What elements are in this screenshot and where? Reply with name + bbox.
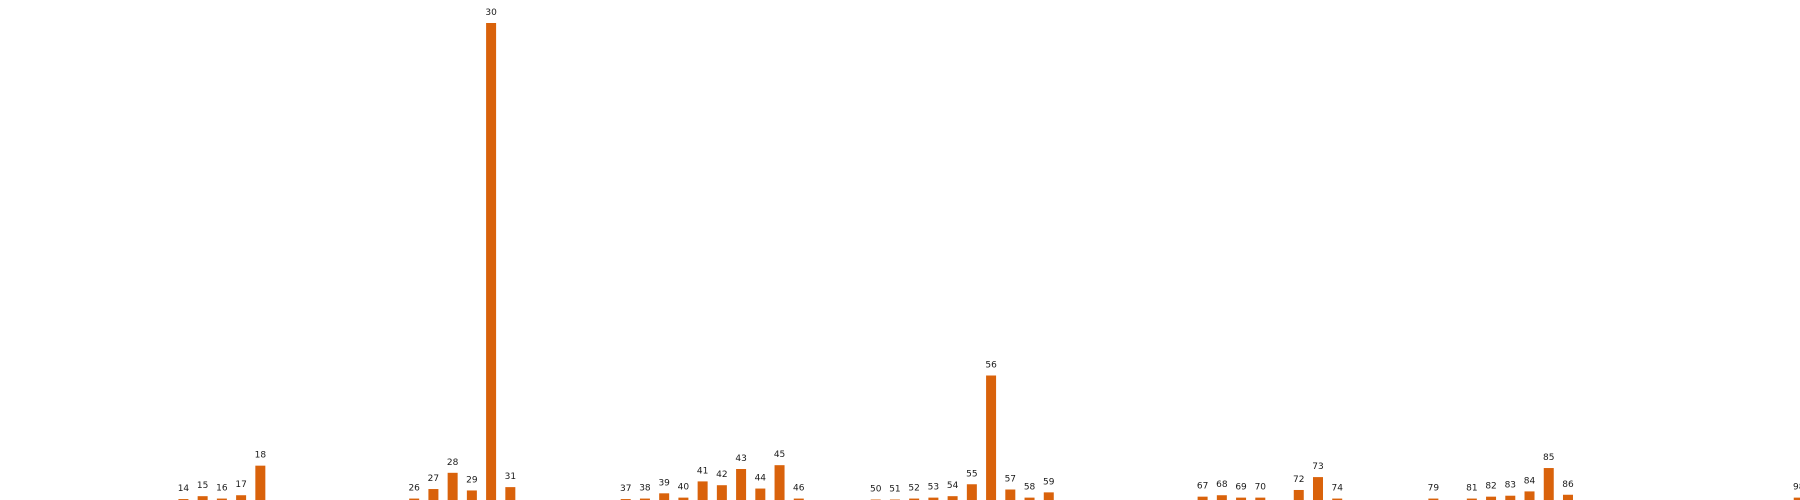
bar-label-54: 54 [947,481,959,491]
bar-label-41: 41 [697,466,708,476]
bar-label-73: 73 [1312,462,1323,472]
bar-label-58: 58 [1024,483,1036,493]
bar-57 [1005,489,1016,500]
bar-83 [1505,495,1516,500]
bar-label-42: 42 [716,470,727,480]
bar-label-57: 57 [1005,475,1016,485]
bar-68 [1216,495,1227,500]
bar-label-51: 51 [889,485,900,495]
bar-17 [236,495,247,500]
bar-label-74: 74 [1331,484,1343,494]
bar-28 [447,472,458,500]
bar-label-38: 38 [639,484,651,494]
bar-label-70: 70 [1255,483,1267,493]
bar-69 [1236,497,1247,500]
bar-label-16: 16 [216,484,228,494]
bar-79 [1428,498,1439,500]
bar-label-45: 45 [774,450,785,460]
bar-54 [947,496,958,500]
bar-42 [716,485,727,500]
bar-label-53: 53 [928,483,939,493]
bar-27 [428,489,439,500]
bar-15 [197,496,208,500]
bar-98 [1793,497,1800,500]
bar-41 [697,481,708,500]
bar-82 [1486,496,1497,500]
bar-label-39: 39 [658,478,670,488]
bar-53 [928,497,939,500]
bar-label-52: 52 [908,484,919,494]
bar-label-83: 83 [1505,481,1516,491]
bar-45 [774,465,785,500]
bar-73 [1312,477,1323,500]
bar-59 [1043,492,1054,500]
bar-38 [639,498,650,500]
bar-label-85: 85 [1543,453,1554,463]
bar-84 [1524,491,1535,500]
bar-70 [1255,497,1266,500]
bar-67 [1197,496,1208,500]
bars-layer [178,23,1800,500]
bar-56 [986,375,997,500]
bar-label-59: 59 [1043,477,1055,487]
bar-43 [736,469,747,500]
bar-label-15: 15 [197,481,208,491]
bar-30 [486,23,497,500]
bar-label-18: 18 [255,451,267,461]
bar-label-98: 98 [1793,483,1800,493]
bar-55 [966,484,977,500]
bar-label-56: 56 [985,361,997,371]
bar-label-43: 43 [735,454,746,464]
bar-74 [1332,498,1343,500]
bar-46 [793,498,804,500]
bar-label-27: 27 [428,474,439,484]
bar-label-50: 50 [870,485,882,495]
bar-label-29: 29 [466,475,478,485]
bar-label-68: 68 [1216,480,1228,490]
bar-85 [1543,468,1554,500]
bar-40 [678,497,689,500]
bar-label-26: 26 [408,484,420,494]
bar-31 [505,487,516,500]
bar-label-30: 30 [485,8,497,18]
bar-label-55: 55 [966,469,977,479]
bar-label-67: 67 [1197,482,1208,492]
bar-label-69: 69 [1235,483,1247,493]
bar-81 [1466,498,1477,500]
bar-label-37: 37 [620,484,631,494]
bar-39 [659,493,670,500]
bar-label-17: 17 [235,480,246,490]
bar-86 [1562,494,1573,500]
bar-16 [216,498,227,500]
bar-label-86: 86 [1562,480,1574,490]
bar-18 [255,465,266,500]
bar-label-31: 31 [505,472,516,482]
bar-72 [1293,489,1304,500]
bar-29 [466,490,477,500]
labels-layer: 14 15 16 17 18 26 27 28 29 30 31 37 38 39 40 41 42 43 44 45… [178,8,1800,495]
bar-label-40: 40 [678,483,690,493]
bar-58 [1024,497,1035,500]
bar-label-46: 46 [793,484,805,494]
bar-label-44: 44 [755,474,767,484]
bar-label-82: 82 [1485,482,1496,492]
bar-label-79: 79 [1428,484,1440,494]
bar-26 [409,498,420,500]
bar-44 [755,488,766,500]
bar-label-72: 72 [1293,475,1304,485]
bar-label-81: 81 [1466,484,1477,494]
bar-label-84: 84 [1524,476,1536,486]
bar-52 [909,498,920,500]
bar-label-14: 14 [178,484,190,494]
bar-label-28: 28 [447,458,459,468]
